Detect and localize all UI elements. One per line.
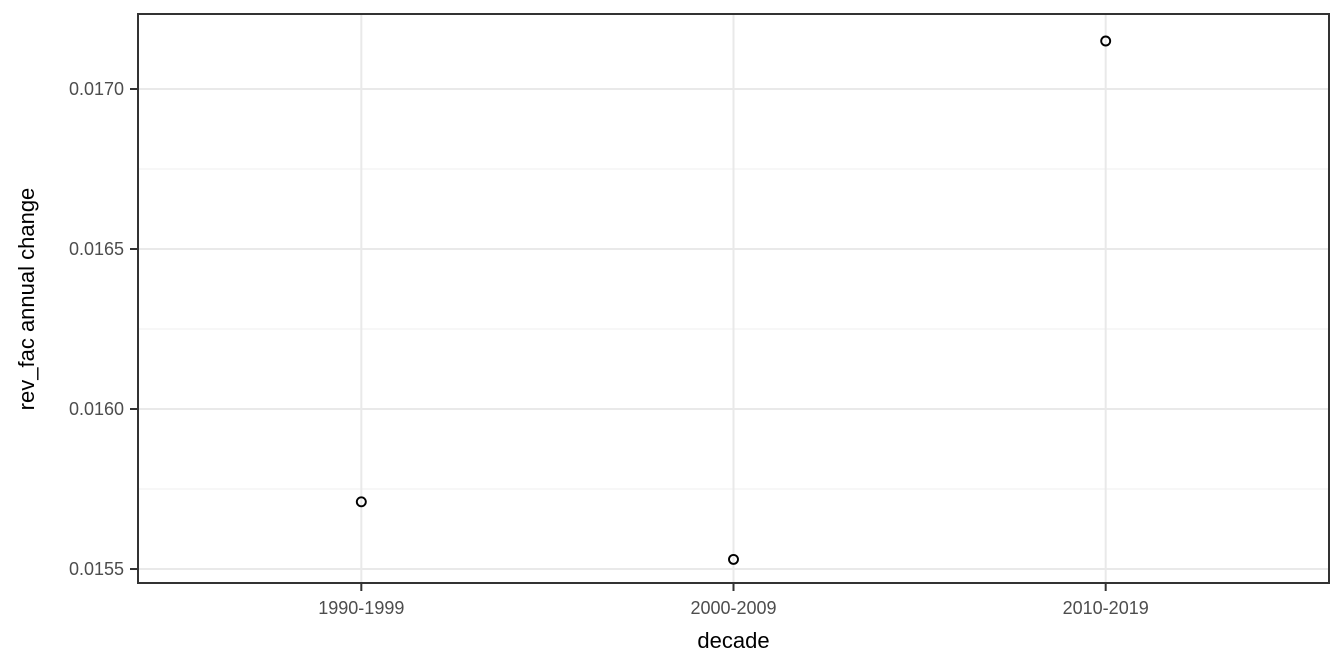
y-tick-label: 0.0160 <box>69 399 124 419</box>
y-tick-label: 0.0170 <box>69 79 124 99</box>
data-point <box>1100 35 1112 47</box>
y-tick-label: 0.0165 <box>69 239 124 259</box>
x-tick-label: 2000-2009 <box>690 598 776 618</box>
x-tick-label: 2010-2019 <box>1063 598 1149 618</box>
y-tick-label: 0.0155 <box>69 559 124 579</box>
y-axis-title: rev_fac annual change <box>14 187 39 410</box>
data-point <box>355 496 367 508</box>
data-point <box>728 553 739 565</box>
x-tick-label: 1990-1999 <box>318 598 404 618</box>
x-axis-title: decade <box>697 628 770 653</box>
